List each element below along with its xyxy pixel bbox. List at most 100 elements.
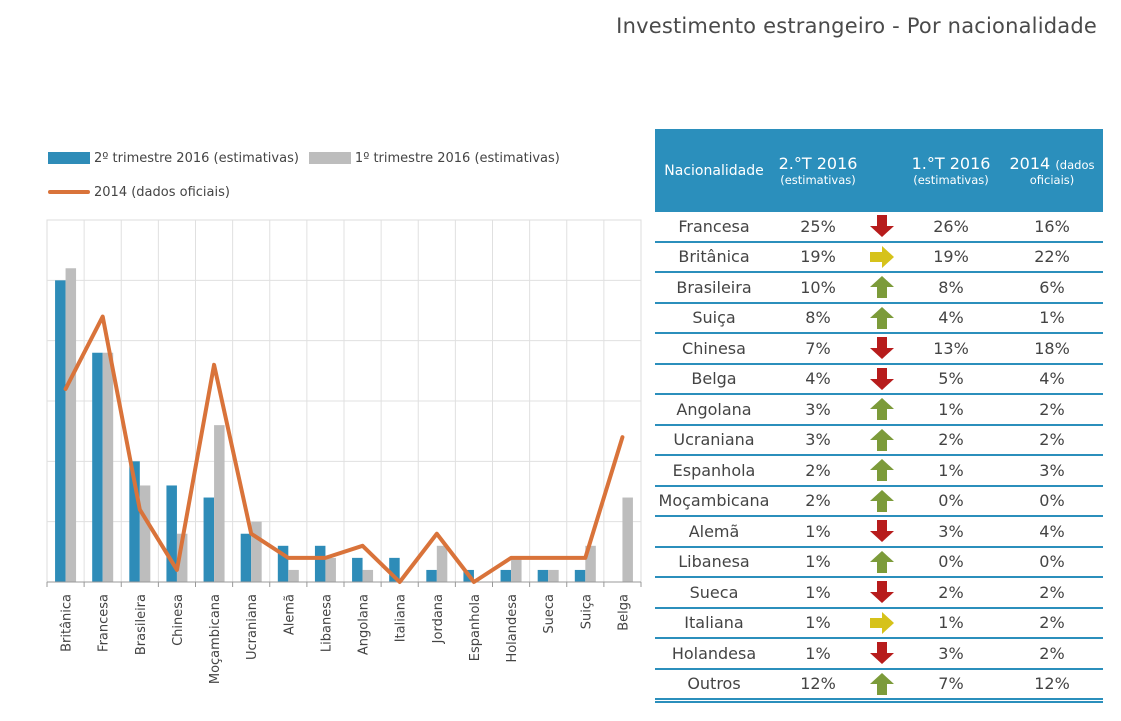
legend-label-q1: 1º trimestre 2016 (estimativas) bbox=[354, 150, 560, 166]
trend-down-icon bbox=[870, 581, 894, 604]
trend-down-icon bbox=[870, 215, 894, 238]
cell-2014: 6% bbox=[1039, 277, 1065, 297]
x-tick-label: Britânica bbox=[60, 594, 75, 652]
cell-q2-2016: 1% bbox=[805, 521, 831, 541]
bar-q1-Britânica bbox=[65, 268, 77, 582]
bar-q2-Alemã bbox=[277, 545, 289, 582]
x-tick-label: Italiana bbox=[394, 594, 409, 642]
cell-q2-2016: 1% bbox=[805, 643, 831, 663]
cell-nationality: Suiça bbox=[692, 308, 736, 328]
cell-nationality: Francesa bbox=[678, 216, 750, 236]
cell-q2-2016: 2% bbox=[805, 491, 831, 511]
x-tick-label: Jordana bbox=[431, 594, 446, 644]
bar-q2-Suiça bbox=[574, 569, 586, 582]
bar-q1-Jordana bbox=[436, 545, 448, 582]
cell-q1-2016: 0% bbox=[938, 491, 964, 511]
line-2014 bbox=[63, 314, 625, 584]
table-row: Suiça 8% 4% 1% bbox=[655, 304, 1103, 334]
cell-q1-2016: 1% bbox=[938, 460, 964, 480]
cell-q1-2016: 4% bbox=[938, 308, 964, 328]
cell-q1-2016: 19% bbox=[933, 247, 969, 267]
cell-2014: 16% bbox=[1034, 216, 1070, 236]
cell-q1-2016: 8% bbox=[938, 277, 964, 297]
bar-q1-Holandesa bbox=[511, 557, 522, 582]
legend-label-q2: 2º trimestre 2016 (estimativas) bbox=[94, 150, 299, 166]
cell-q1-2016: 26% bbox=[933, 216, 969, 236]
cell-q1-2016: 1% bbox=[938, 399, 964, 419]
cell-q1-2016: 0% bbox=[938, 552, 964, 572]
trend-up-icon bbox=[870, 550, 894, 573]
cell-2014: 3% bbox=[1039, 460, 1065, 480]
table-row: Espanhola 2% 1% 3% bbox=[655, 456, 1103, 487]
cell-q2-2016: 8% bbox=[805, 308, 831, 328]
cell-nationality: Sueca bbox=[689, 582, 739, 602]
cell-q1-2016: 3% bbox=[938, 643, 964, 663]
table-row: Britânica 19% 19% 22% bbox=[655, 243, 1103, 273]
cell-nationality: Outros bbox=[687, 674, 741, 694]
table-row: Outros 12% 7% 12% bbox=[655, 670, 1103, 703]
cell-nationality: Britânica bbox=[678, 247, 750, 267]
header-nationality: Nacionalidade bbox=[664, 163, 764, 179]
table-row: Francesa 25% 26% 16% bbox=[655, 212, 1103, 243]
x-tick-label: Chinesa bbox=[171, 594, 186, 646]
chart-legend: 2º trimestre 2016 (estimativas) 1º trime… bbox=[48, 148, 570, 216]
trend-up-icon bbox=[870, 428, 894, 451]
bar-q2-Chinesa bbox=[166, 485, 177, 582]
table-header: Nacionalidade 2.°T 2016 (estimativas) 1.… bbox=[655, 129, 1103, 212]
cell-q2-2016: 7% bbox=[805, 338, 831, 358]
cell-trend bbox=[863, 214, 901, 238]
x-tick-label: Holandesa bbox=[505, 594, 520, 663]
cell-nationality: Espanhola bbox=[672, 460, 756, 480]
cell-nationality: Belga bbox=[691, 369, 737, 389]
legend-item-q2: 2º trimestre 2016 (estimativas) bbox=[48, 151, 299, 166]
cell-q2-2016: 1% bbox=[805, 552, 831, 572]
cell-trend bbox=[863, 336, 901, 360]
cell-nationality: Chinesa bbox=[682, 338, 746, 358]
cell-q2-2016: 3% bbox=[805, 430, 831, 450]
bar-q2-Sueca bbox=[537, 569, 549, 582]
bar-q2-Angolana bbox=[352, 557, 363, 582]
cell-nationality: Alemã bbox=[688, 521, 740, 541]
table-row: Angolana 3% 1% 2% bbox=[655, 395, 1103, 426]
cell-2014: 12% bbox=[1034, 674, 1070, 694]
cell-q2-2016: 12% bbox=[800, 674, 836, 694]
cell-2014: 2% bbox=[1039, 582, 1065, 602]
x-tick-label: Belga bbox=[616, 594, 631, 631]
bar-q2-Moçambicana bbox=[203, 497, 215, 582]
table-body: Francesa 25% 26% 16% Britânica 19% 19% 22% Brasi… bbox=[655, 212, 1103, 703]
x-tick-label: Ucraniana bbox=[245, 594, 260, 660]
trend-down-icon bbox=[870, 642, 894, 665]
cell-q2-2016: 19% bbox=[800, 247, 836, 267]
bar-q1-Moçambicana bbox=[214, 425, 225, 582]
bar-q2-Jordana bbox=[426, 569, 437, 582]
bar-q1-Belga bbox=[622, 497, 633, 582]
cell-trend bbox=[863, 275, 901, 299]
cell-nationality: Angolana bbox=[676, 399, 752, 419]
bar-q2-Francesa bbox=[92, 352, 103, 582]
x-tick-label: Moçambicana bbox=[208, 594, 223, 684]
cell-nationality: Libanesa bbox=[678, 552, 750, 572]
cell-trend bbox=[863, 580, 901, 604]
cell-q1-2016: 7% bbox=[938, 674, 964, 694]
table-row: Holandesa 1% 3% 2% bbox=[655, 639, 1103, 670]
cell-q2-2016: 2% bbox=[805, 460, 831, 480]
bar-q2-Ucraniana bbox=[240, 533, 252, 582]
legend-swatch-2014 bbox=[48, 190, 90, 194]
bar-q2-Britânica bbox=[55, 280, 66, 582]
cell-q2-2016: 25% bbox=[800, 216, 836, 236]
bar-q1-Chinesa bbox=[176, 533, 188, 582]
cell-2014: 2% bbox=[1039, 613, 1065, 633]
cell-2014: 4% bbox=[1039, 369, 1065, 389]
x-tick-label: Angolana bbox=[357, 594, 372, 655]
trend-down-icon bbox=[870, 367, 894, 390]
table-row: Brasileira 10% 8% 6% bbox=[655, 273, 1103, 304]
trend-down-icon bbox=[870, 520, 894, 543]
table-row: Chinesa 7% 13% 18% bbox=[655, 334, 1103, 365]
bar-q2-Holandesa bbox=[500, 569, 512, 582]
trend-up-icon bbox=[870, 398, 894, 421]
bar-q1-Francesa bbox=[102, 352, 114, 582]
cell-trend bbox=[863, 397, 901, 421]
header-q2: 2.°T 2016 (estimativas) bbox=[778, 154, 858, 187]
trend-same-icon bbox=[870, 611, 894, 634]
header-2014: 2014 (dados oficiais) bbox=[1009, 154, 1095, 187]
